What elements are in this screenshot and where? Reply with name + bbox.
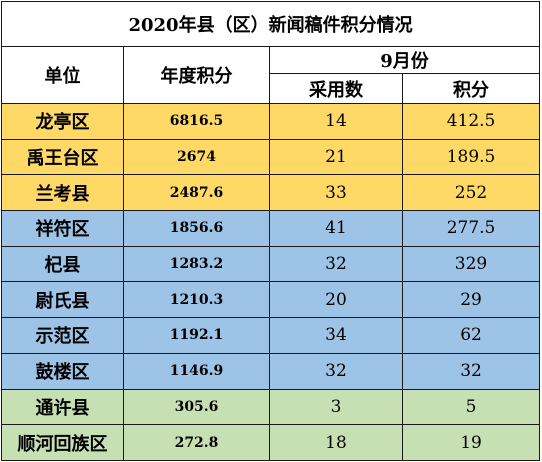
unit-cell: 示范区: [1, 317, 124, 354]
unit-cell: 通许县: [1, 388, 124, 426]
adopted-cell: 14: [269, 103, 403, 140]
annual-score-cell: 305.6: [123, 388, 270, 426]
points-cell: 412.5: [401, 103, 541, 140]
adopted-cell: 34: [269, 317, 403, 354]
adopted-cell: 21: [269, 138, 403, 176]
table-row: 兰考县 2487.6 33 252: [1, 174, 541, 212]
table-row: 示范区 1192.1 34 62: [1, 317, 541, 354]
annual-score-cell: 272.8: [123, 424, 270, 461]
header-month-points: 积分: [401, 73, 541, 104]
unit-cell: 龙亭区: [1, 103, 124, 140]
unit-cell: 鼓楼区: [1, 352, 124, 390]
points-cell: 277.5: [401, 210, 541, 247]
unit-cell: 禹王台区: [1, 138, 124, 176]
table-row: 尉氏县 1210.3 20 29: [1, 281, 541, 319]
unit-cell: 兰考县: [1, 174, 124, 212]
points-cell: 19: [401, 424, 541, 461]
table-row: 顺河回族区 272.8 18 19: [1, 424, 541, 461]
annual-score-cell: 2487.6: [123, 174, 270, 212]
table-title: 2020年县（区）新闻稿件积分情况: [0, 1, 541, 47]
adopted-cell: 18: [269, 424, 403, 461]
header-month: 9月份: [268, 46, 541, 74]
table-row: 通许县 305.6 3 5: [1, 388, 541, 426]
adopted-cell: 32: [269, 352, 403, 390]
adopted-cell: 20: [269, 281, 403, 319]
unit-cell: 尉氏县: [1, 281, 124, 319]
header-unit: 单位: [1, 46, 124, 104]
unit-cell: 祥符区: [1, 210, 124, 247]
table-row: 鼓楼区 1146.9 32 32: [1, 352, 541, 390]
points-cell: 252: [401, 174, 541, 212]
points-cell: 29: [401, 281, 541, 319]
adopted-cell: 33: [269, 174, 403, 212]
points-cell: 62: [401, 317, 541, 354]
points-cell: 5: [401, 388, 541, 426]
table-row: 禹王台区 2674 21 189.5: [1, 138, 541, 176]
table-row: 龙亭区 6816.5 14 412.5: [1, 103, 541, 140]
table-row: 祥符区 1856.6 41 277.5: [1, 210, 541, 247]
adopted-cell: 41: [269, 210, 403, 247]
adopted-cell: 32: [269, 245, 403, 283]
points-cell: 189.5: [401, 138, 541, 176]
annual-score-cell: 2674: [123, 138, 270, 176]
points-cell: 329: [401, 245, 541, 283]
points-cell: 32: [401, 352, 541, 390]
table-row: 杞县 1283.2 32 329: [1, 245, 541, 283]
annual-score-cell: 1192.1: [123, 317, 270, 354]
annual-score-cell: 1856.6: [123, 210, 270, 247]
annual-score-cell: 1210.3: [123, 281, 270, 319]
annual-score-cell: 1146.9: [123, 352, 270, 390]
header-adopted-count: 采用数: [269, 73, 403, 104]
unit-cell: 顺河回族区: [1, 424, 124, 461]
unit-cell: 杞县: [1, 245, 124, 283]
annual-score-cell: 6816.5: [123, 103, 270, 140]
annual-score-cell: 1283.2: [123, 245, 270, 283]
header-annual-score: 年度积分: [123, 46, 270, 104]
adopted-cell: 3: [269, 388, 403, 426]
